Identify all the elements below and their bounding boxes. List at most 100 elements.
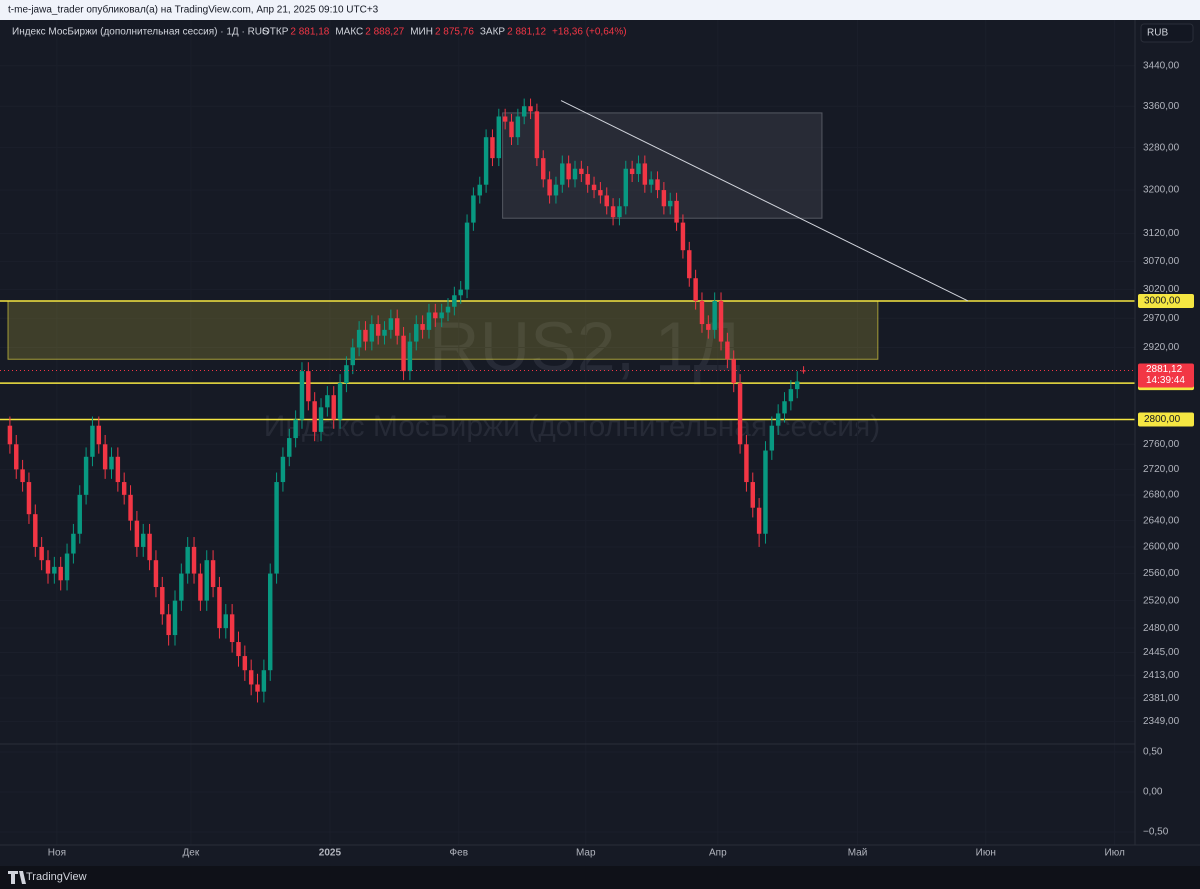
ohlc-value: 2 881,18 (290, 27, 329, 38)
candle-body (121, 482, 127, 495)
candle-body (502, 116, 508, 122)
x-tick-label: Июл (1105, 848, 1125, 859)
candle-body (680, 222, 686, 251)
candle-body (306, 371, 311, 402)
candle-body (744, 444, 749, 483)
zone (7, 300, 879, 360)
candle-body (477, 184, 482, 196)
candle-body (242, 656, 248, 671)
candle-body (52, 566, 57, 574)
y-tick-label: 2680,00 (1143, 489, 1180, 500)
candle-body (642, 163, 648, 185)
candle-body (255, 684, 260, 692)
watermark-symbol: RUS2, 1Д (429, 307, 741, 385)
candle-body (248, 670, 254, 685)
level-label: 3000,00 (1144, 296, 1181, 307)
candle-body (191, 546, 197, 574)
candle-body (96, 425, 102, 445)
candle-body (394, 318, 400, 336)
y-tick-label: 2760,00 (1143, 439, 1180, 450)
candle-body (274, 482, 279, 574)
candle-body (629, 168, 635, 175)
footer (0, 866, 1200, 889)
candle-body (706, 324, 711, 330)
candle-body (598, 190, 603, 196)
currency-label[interactable]: RUB (1147, 28, 1168, 39)
candle-body (382, 329, 387, 336)
candle-body (788, 389, 794, 402)
candle-body (452, 295, 457, 307)
candle-body (591, 184, 597, 191)
candle-body (160, 587, 165, 615)
y-tick-label: 2640,00 (1143, 515, 1180, 526)
candle-body (414, 324, 419, 342)
ohlc-legend: ОТКР 2 881,18 МАКС 2 888,27 МИН 2 875,76 ЗАКР 2… (262, 27, 627, 38)
plot (0, 20, 1135, 845)
candle-body (655, 179, 660, 191)
candle-body (318, 407, 324, 432)
candle-body (363, 329, 368, 342)
pane-tick-label: 0,00 (1143, 787, 1163, 798)
candle-body (604, 195, 609, 207)
candle-body (83, 456, 89, 495)
candle-body (102, 444, 108, 470)
candle-body (185, 546, 190, 574)
candle-body (572, 168, 578, 180)
candle-body (617, 206, 622, 218)
candle-body (775, 413, 781, 426)
candle-body (217, 587, 222, 629)
candle-body (45, 560, 51, 574)
candle-body (166, 614, 171, 636)
candle-body (90, 425, 95, 457)
level-label-bg (1138, 412, 1194, 427)
candle-body (369, 324, 375, 342)
candle-body (509, 121, 514, 138)
currency-button[interactable] (1140, 23, 1194, 43)
candle-body (794, 381, 800, 390)
pane-tick-label: 0,50 (1143, 747, 1163, 758)
candle-body (528, 106, 533, 112)
candle-body (661, 190, 667, 207)
candle-body (261, 670, 267, 692)
ohlc-name: МАКС (335, 27, 363, 38)
candle-body (725, 341, 730, 360)
candle-body (496, 116, 502, 159)
x-tick-label: Май (848, 848, 868, 859)
candle-body (585, 174, 590, 185)
candle-body (750, 482, 755, 508)
y-tick-label: 3280,00 (1143, 142, 1180, 153)
y-tick-label: 2600,00 (1143, 542, 1180, 553)
y-tick-label: 3200,00 (1143, 185, 1180, 196)
candle-body (426, 312, 432, 330)
candle-body (223, 614, 229, 629)
ohlc-name: ОТКР (262, 27, 289, 38)
candle-body (337, 383, 343, 420)
candle-body (299, 371, 305, 420)
candle-body (515, 116, 521, 138)
candle-body (687, 250, 692, 279)
last-price-label: 2881,12 (1146, 364, 1183, 375)
candle-body (26, 482, 32, 515)
y-tick-label: 2480,00 (1143, 623, 1180, 634)
candle-body (782, 401, 787, 414)
y-tick-label: 2560,00 (1143, 568, 1180, 579)
candle-body (204, 560, 209, 601)
y-tick-label: 3070,00 (1143, 256, 1180, 267)
candle-body (566, 163, 571, 180)
last-price-bg (1138, 363, 1194, 388)
candle-body (287, 438, 292, 457)
candle-body (648, 179, 654, 185)
candle-body (560, 163, 565, 185)
x-tick-label: Мар (576, 848, 596, 859)
y-tick-label: 3020,00 (1143, 284, 1180, 295)
ohlc-value: 2 875,76 (435, 27, 474, 38)
candle-body (401, 335, 406, 372)
candle-body (141, 533, 146, 547)
candle-body (464, 222, 470, 290)
candle-body (731, 359, 736, 384)
y-tick-label: 3440,00 (1143, 60, 1180, 71)
logo (8, 871, 26, 884)
candle-body (375, 324, 381, 336)
top-bar (0, 0, 1200, 20)
